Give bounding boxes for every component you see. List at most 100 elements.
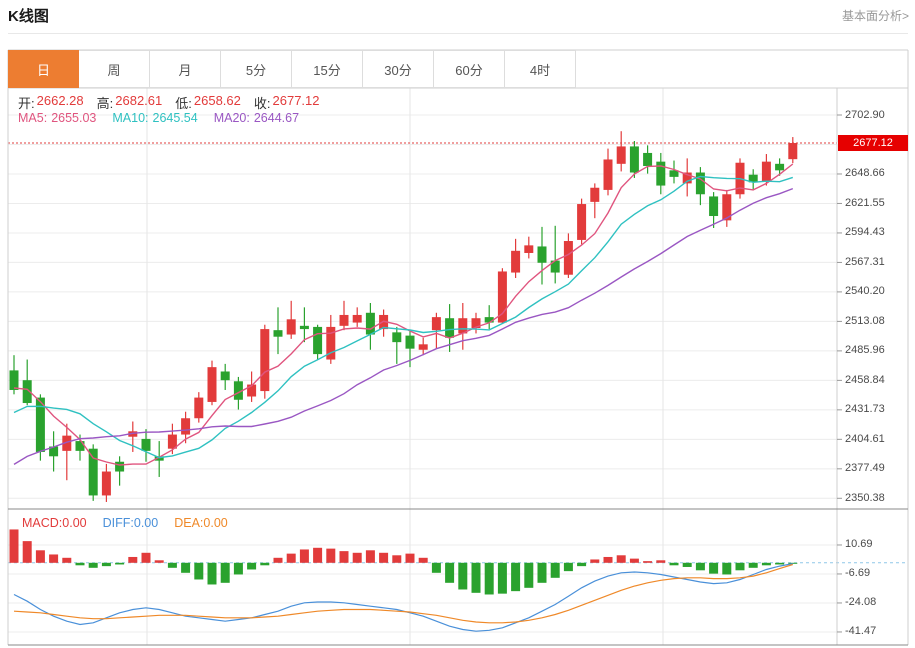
candle-body: [537, 246, 547, 263]
diff-pair: DIFF: 0.00: [103, 516, 159, 530]
macd-axis-label: -41.47: [845, 625, 877, 638]
tab-30分[interactable]: 30分: [363, 50, 434, 88]
macd-bar: [563, 562, 573, 572]
candle-body: [75, 441, 85, 451]
price-axis-label: 2594.43: [845, 226, 885, 239]
macd-bar: [220, 562, 230, 583]
close-label: 收:: [253, 96, 271, 111]
tab-15分[interactable]: 15分: [292, 50, 363, 88]
candle-body: [167, 434, 177, 449]
macd-bar: [352, 552, 362, 563]
price-axis-label: 2404.61: [845, 432, 885, 445]
candle-body: [643, 152, 653, 166]
price-axis-label: 2702.90: [845, 108, 885, 121]
macd-bar: [128, 556, 138, 563]
candle-body: [761, 161, 771, 182]
macd-bar: [207, 562, 217, 585]
macd-label: MACD:: [22, 516, 63, 530]
dea-line: [13, 563, 793, 624]
macd-bar: [788, 562, 798, 564]
candle-body: [313, 326, 323, 355]
macd-bar: [524, 562, 534, 588]
macd-bar: [75, 562, 85, 566]
tab-月[interactable]: 月: [150, 50, 221, 88]
macd-bar: [22, 541, 32, 563]
macd-bar: [418, 557, 428, 563]
candle-body: [722, 194, 732, 221]
macd-bar: [115, 562, 125, 565]
macd-bar: [550, 562, 560, 578]
macd-bar: [365, 550, 375, 563]
macd-bar: [722, 562, 732, 575]
current-price-tag: 2677.12: [838, 135, 908, 152]
candle-body: [9, 370, 19, 390]
ma10-line: [13, 175, 794, 459]
period-tabbar: 日周月 5分 15分 30分 60分 4时: [8, 50, 576, 88]
tab-4时[interactable]: 4时: [505, 50, 576, 88]
candle-body: [550, 260, 560, 273]
macd-bar: [775, 562, 785, 565]
macd-indicator-row: MACD: 0.00 DIFF: 0.00 DEA: 0.00: [22, 516, 228, 530]
ma20-label: MA20:: [213, 111, 250, 125]
close-pair: 收: 2677.12: [254, 93, 320, 112]
candle-body: [418, 344, 428, 350]
candle-body: [458, 318, 468, 334]
candle-body: [101, 471, 111, 496]
macd-bar: [247, 562, 257, 570]
macd-bar: [497, 562, 507, 594]
candle-body: [339, 314, 349, 326]
macd-bar: [286, 553, 296, 563]
macd-bar: [88, 562, 98, 568]
ma5-label: MA5:: [18, 111, 48, 125]
tab-5分[interactable]: 5分: [221, 50, 292, 88]
macd-bar: [9, 529, 19, 563]
tab-日[interactable]: 日: [8, 50, 79, 88]
candle-body: [392, 332, 402, 343]
open-label: 开:: [18, 96, 35, 111]
price-axis-label: 2485.96: [845, 344, 885, 357]
candle-body: [445, 318, 455, 338]
candle-body: [577, 204, 587, 240]
tab-60分[interactable]: 60分: [434, 50, 505, 88]
macd-bar: [167, 562, 177, 568]
tab-周[interactable]: 周: [79, 50, 150, 88]
macd-bar: [35, 550, 45, 563]
macd-bar: [154, 560, 164, 563]
candle-body: [247, 384, 257, 397]
candle-body: [154, 456, 164, 461]
candle-body: [141, 438, 151, 451]
candle-body: [563, 241, 573, 275]
ma20-line: [13, 187, 794, 465]
macd-bar: [101, 562, 111, 567]
macd-bar: [233, 562, 243, 575]
candle-body: [49, 446, 59, 457]
candle-body: [260, 329, 270, 392]
candle-body: [616, 146, 626, 164]
macd-bar: [511, 562, 521, 592]
dea-pair: DEA: 0.00: [174, 516, 228, 530]
macd-axis-label: -6.69: [845, 567, 871, 580]
candle-body: [590, 187, 600, 202]
ma10-label: MA10:: [112, 111, 149, 125]
macd-bar: [299, 549, 309, 563]
high-label: 高:: [96, 96, 114, 111]
candle-body: [233, 381, 243, 400]
macd-bar: [643, 561, 653, 563]
macd-bar: [392, 555, 402, 563]
fundamental-analysis-link[interactable]: 基本面分析>: [841, 9, 909, 23]
diff-label: DIFF:: [102, 516, 134, 530]
ma20-value: 2644.67: [253, 111, 300, 125]
price-axis-label: 2431.73: [845, 403, 885, 416]
macd-bar: [313, 547, 323, 563]
macd-value: 0.00: [62, 516, 87, 530]
candle-body: [88, 448, 98, 496]
ma-row: MA5: 2655.03 MA10: 2645.54 MA20: 2644.67: [18, 111, 299, 125]
macd-bar: [484, 562, 494, 595]
price-axis-label: 2350.38: [845, 491, 885, 504]
price-axis-label: 2567.31: [845, 255, 885, 268]
macd-bar: [379, 552, 389, 563]
candle-body: [603, 159, 613, 190]
ma5-line: [13, 163, 794, 466]
candle-body: [62, 435, 72, 451]
